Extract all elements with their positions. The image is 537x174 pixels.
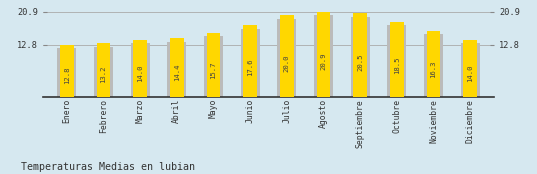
Bar — [351, 17, 369, 97]
Bar — [241, 29, 260, 97]
Text: 16.3: 16.3 — [431, 61, 437, 78]
Bar — [133, 40, 147, 97]
Bar — [94, 47, 113, 97]
Text: 14.0: 14.0 — [467, 65, 473, 82]
Text: 12.8: 12.8 — [64, 67, 70, 84]
Text: 20.9: 20.9 — [321, 53, 326, 70]
Text: 14.0: 14.0 — [137, 65, 143, 82]
Text: 14.4: 14.4 — [174, 64, 180, 81]
Bar — [461, 43, 480, 97]
Bar — [168, 42, 186, 97]
Bar — [57, 48, 76, 97]
Bar — [170, 38, 184, 97]
Bar — [387, 25, 407, 97]
Text: 20.5: 20.5 — [357, 53, 363, 71]
Bar — [130, 43, 150, 97]
Bar — [390, 22, 404, 97]
Bar — [243, 25, 257, 97]
Bar — [204, 36, 223, 97]
Bar — [314, 15, 333, 97]
Bar — [316, 12, 330, 97]
Text: 15.7: 15.7 — [211, 62, 216, 79]
Text: 13.2: 13.2 — [100, 66, 106, 84]
Bar — [277, 19, 296, 97]
Bar — [280, 15, 294, 97]
Bar — [353, 13, 367, 97]
Bar — [426, 31, 440, 97]
Text: Temperaturas Medias en lubian: Temperaturas Medias en lubian — [21, 162, 195, 172]
Bar — [60, 45, 74, 97]
Bar — [207, 33, 221, 97]
Bar — [97, 43, 111, 97]
Bar — [463, 40, 477, 97]
Text: 20.0: 20.0 — [284, 54, 290, 72]
Text: 18.5: 18.5 — [394, 57, 400, 74]
Text: 17.6: 17.6 — [247, 58, 253, 76]
Bar — [424, 34, 443, 97]
